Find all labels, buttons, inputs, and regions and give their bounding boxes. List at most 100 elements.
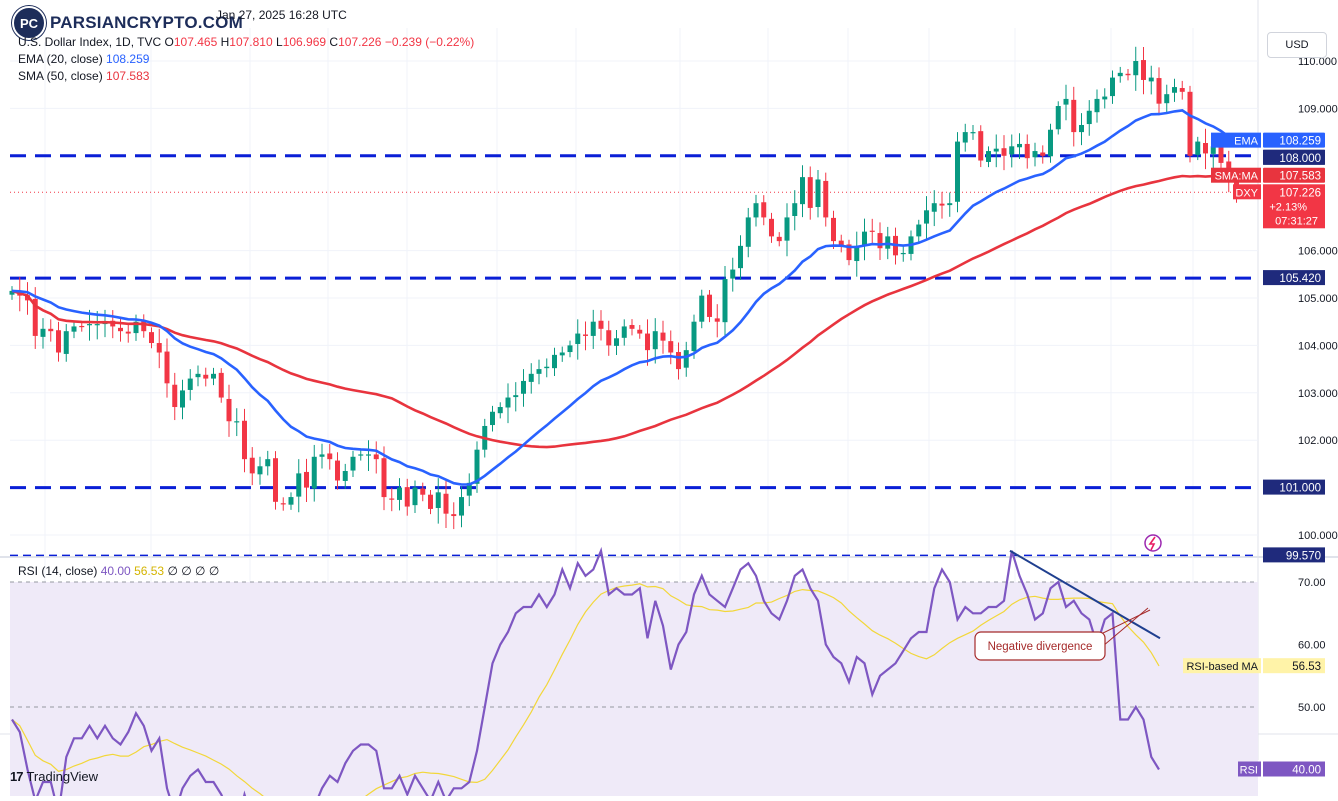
candle-body bbox=[1218, 145, 1224, 163]
candle-body bbox=[296, 473, 302, 497]
candle-body bbox=[1210, 146, 1216, 154]
candle-body bbox=[738, 245, 743, 269]
candle-body bbox=[1156, 78, 1162, 104]
candle-body bbox=[327, 453, 333, 460]
candle bbox=[358, 449, 364, 461]
candle-body bbox=[846, 244, 852, 261]
candle bbox=[164, 338, 170, 398]
rsi-ma-name-box bbox=[1183, 658, 1261, 674]
candle-body bbox=[497, 407, 503, 414]
candle bbox=[505, 383, 511, 424]
candle bbox=[807, 166, 813, 220]
ohlc-open: 107.465 bbox=[173, 35, 218, 49]
candle bbox=[428, 489, 433, 515]
candle bbox=[25, 282, 30, 315]
candle bbox=[947, 192, 953, 217]
candle-body bbox=[645, 333, 650, 351]
brand-watermark: PC PARSIANCRYPTO.COM bbox=[12, 4, 249, 42]
candle bbox=[900, 245, 906, 262]
rsi-legend[interactable]: RSI (14, close) 40.00 56.53 ∅ ∅ ∅ ∅ bbox=[18, 563, 219, 580]
ema-legend[interactable]: EMA (20, close) 108.259 bbox=[18, 51, 149, 68]
candle-body bbox=[118, 327, 123, 332]
candle bbox=[180, 379, 185, 420]
tradingview-attribution[interactable]: 17 TradingView bbox=[10, 769, 98, 784]
currency-button[interactable]: USD bbox=[1267, 32, 1327, 58]
candle-body bbox=[676, 352, 681, 370]
sma-legend[interactable]: SMA (50, close) 107.583 bbox=[18, 68, 149, 85]
level-101-label-value: 101.000 bbox=[1279, 483, 1321, 495]
candle bbox=[311, 444, 317, 502]
candle-body bbox=[180, 390, 185, 408]
candle-body bbox=[807, 177, 813, 208]
candle bbox=[590, 309, 596, 349]
candle-body bbox=[319, 454, 325, 457]
candle-body bbox=[226, 398, 232, 422]
candle-body bbox=[87, 324, 92, 326]
candle-body bbox=[986, 151, 991, 162]
candle bbox=[536, 359, 542, 385]
candle-body bbox=[1017, 143, 1022, 148]
candle-body bbox=[79, 325, 85, 328]
ema-price-label-name: EMA bbox=[1234, 136, 1259, 148]
candle bbox=[187, 369, 193, 401]
candle bbox=[792, 190, 798, 231]
dxy-price-value: 107.226 bbox=[1279, 187, 1321, 199]
candle-body bbox=[590, 321, 596, 336]
candle bbox=[877, 222, 883, 260]
candle-body bbox=[567, 345, 573, 353]
candle-body bbox=[575, 333, 581, 344]
candle bbox=[676, 342, 681, 380]
candle-body bbox=[978, 131, 984, 161]
candle bbox=[257, 456, 263, 485]
alert-icon-bolt bbox=[1148, 536, 1156, 551]
sma-price-label-name: SMA:MA bbox=[1215, 171, 1259, 183]
price-tick-label: 103.000 bbox=[1298, 388, 1338, 400]
price-tick-label: 109.000 bbox=[1298, 103, 1338, 115]
candle bbox=[1187, 85, 1193, 163]
candle-body bbox=[32, 298, 38, 336]
candle bbox=[1009, 134, 1015, 168]
candle-body bbox=[1148, 77, 1154, 82]
candle bbox=[249, 447, 255, 486]
candle-body bbox=[156, 343, 162, 353]
alert-lightning-icon bbox=[1144, 534, 1162, 552]
candle-body bbox=[466, 482, 472, 496]
candle bbox=[978, 125, 984, 168]
candle bbox=[962, 123, 968, 152]
ema-20-line bbox=[11, 109, 1238, 486]
candle-body bbox=[397, 487, 402, 500]
candle-body bbox=[962, 132, 968, 143]
rsi-line bbox=[11, 546, 1160, 801]
candle-body bbox=[350, 456, 356, 471]
candle bbox=[831, 210, 836, 249]
candle-body bbox=[714, 318, 720, 322]
candle-body bbox=[1048, 129, 1053, 157]
candle bbox=[1017, 133, 1022, 159]
candle bbox=[490, 405, 495, 432]
candle bbox=[598, 310, 604, 341]
candle bbox=[970, 124, 976, 140]
rsi-legend-extra: ∅ ∅ ∅ ∅ bbox=[167, 564, 220, 578]
candle-body bbox=[924, 210, 929, 224]
candle-body bbox=[373, 454, 379, 460]
main-series-legend[interactable]: U.S. Dollar Index, 1D, TVC O107.465 H107… bbox=[18, 34, 474, 51]
candle-body bbox=[800, 177, 805, 205]
candle-body bbox=[1203, 143, 1208, 154]
candle bbox=[753, 194, 759, 227]
candle bbox=[474, 441, 480, 493]
level-101-label: 101.000 bbox=[1263, 479, 1325, 495]
candle bbox=[521, 369, 526, 407]
candle-body bbox=[257, 466, 263, 475]
sma-50-line bbox=[11, 173, 1237, 449]
candle-body bbox=[815, 179, 821, 207]
candle-body bbox=[366, 454, 371, 456]
candle-body bbox=[823, 180, 829, 218]
candle-body bbox=[381, 458, 387, 498]
candle bbox=[63, 324, 69, 362]
candle-body bbox=[838, 240, 844, 246]
candle-body bbox=[521, 380, 526, 394]
candle-body bbox=[559, 352, 565, 356]
callout-text: Negative divergence bbox=[988, 641, 1093, 653]
candle-body bbox=[970, 132, 976, 134]
